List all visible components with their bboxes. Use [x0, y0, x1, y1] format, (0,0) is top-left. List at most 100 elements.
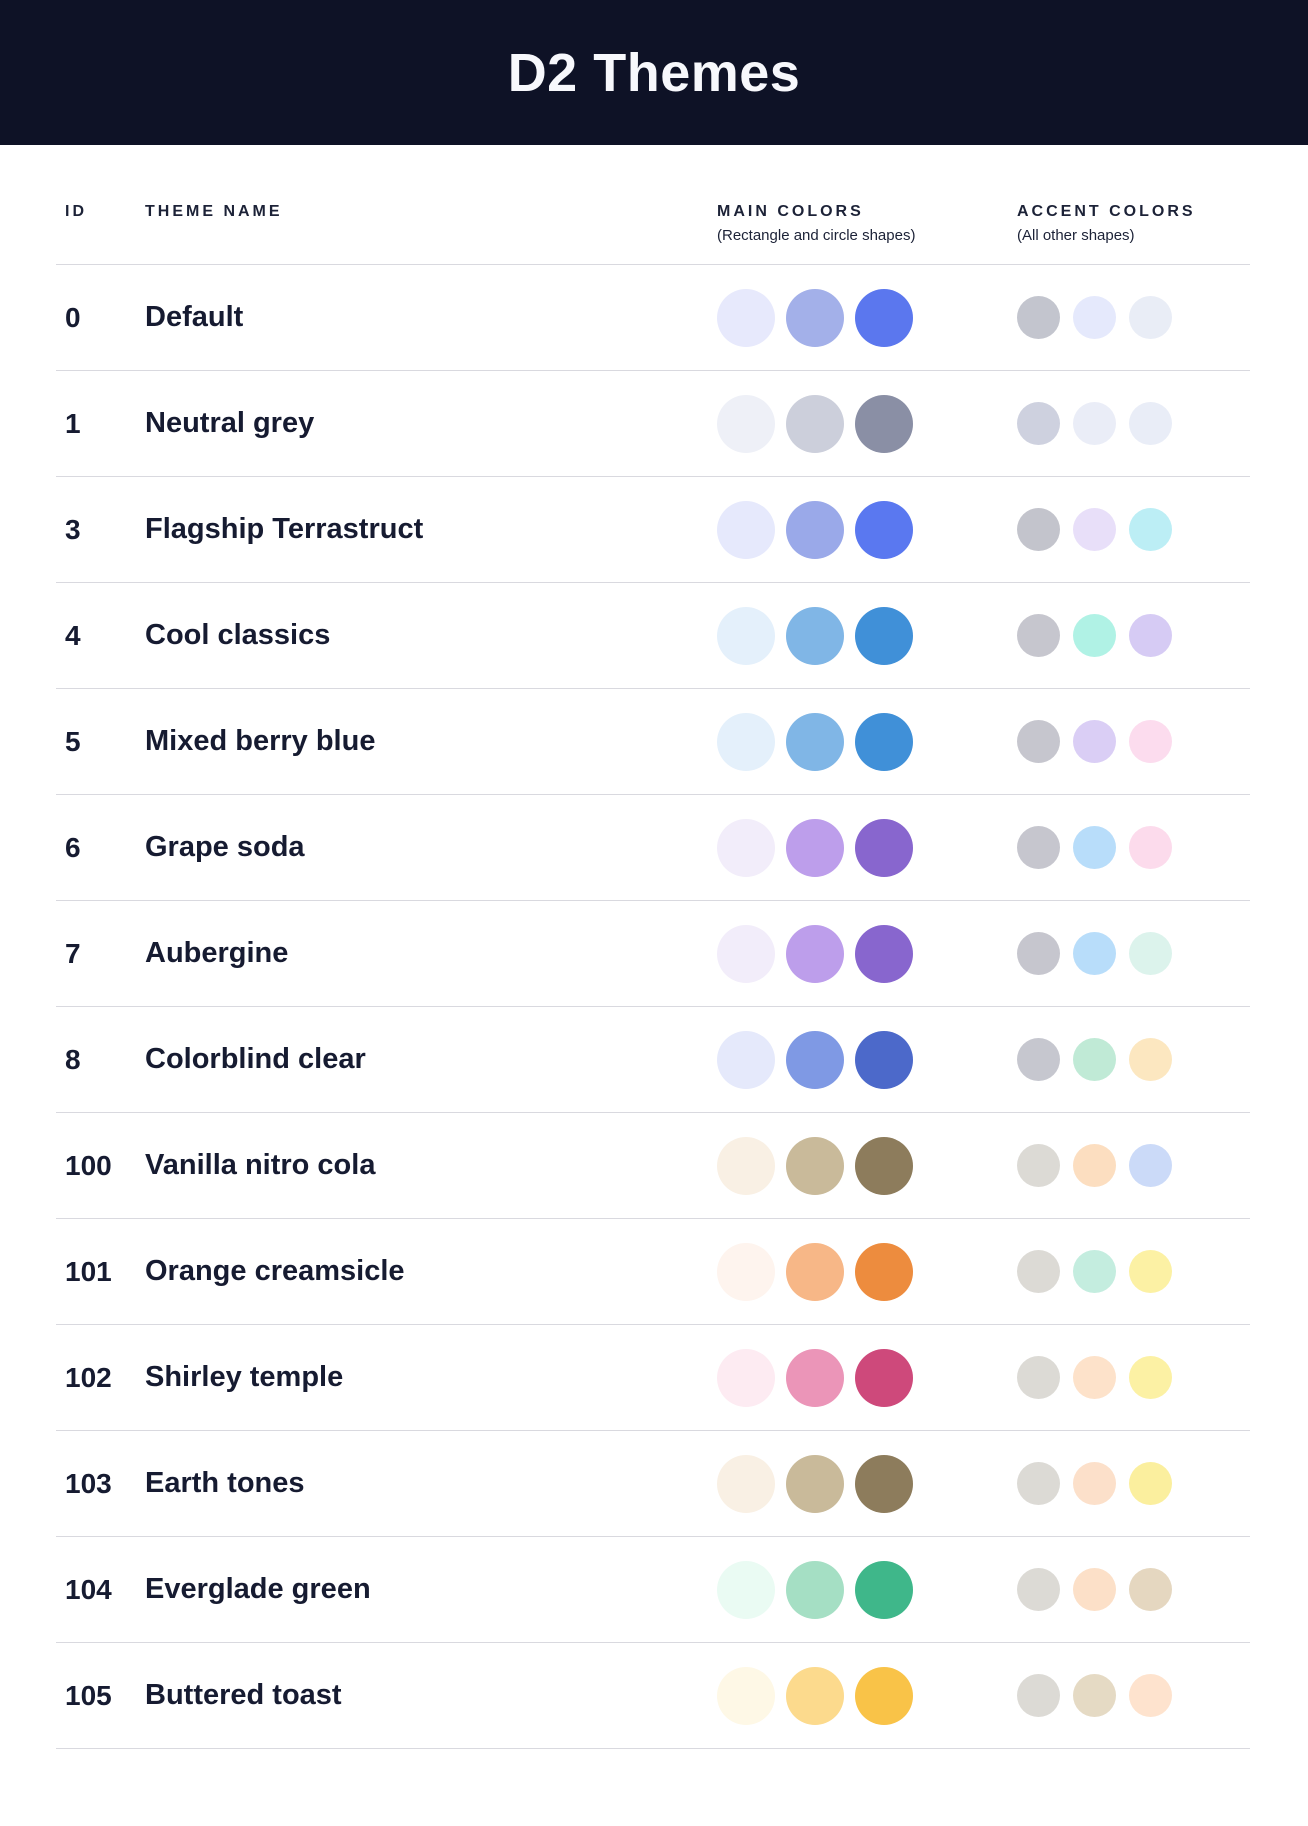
main-color-swatches — [717, 1348, 1017, 1407]
main-color-swatch — [786, 1454, 844, 1513]
main-color-swatch — [786, 606, 844, 665]
accent-color-swatches — [1017, 1568, 1250, 1611]
table-column-headers: ID THEME NAME MAIN COLORS (Rectangle and… — [56, 145, 1250, 265]
accent-color-swatch — [1129, 1674, 1172, 1717]
accent-color-swatch — [1073, 614, 1116, 657]
accent-color-swatch — [1017, 1250, 1060, 1293]
accent-color-swatch — [1129, 1462, 1172, 1505]
main-color-swatch — [717, 818, 775, 877]
main-color-swatches — [717, 712, 1017, 771]
main-color-swatches — [717, 394, 1017, 453]
accent-color-swatch — [1017, 1674, 1060, 1717]
main-color-swatch — [855, 712, 913, 771]
theme-name: Shirley temple — [145, 1361, 344, 1393]
table-row: 6 Grape soda — [56, 795, 1250, 901]
theme-name: Default — [145, 301, 244, 333]
accent-color-swatches — [1017, 1250, 1250, 1293]
accent-color-swatch — [1017, 614, 1060, 657]
table-row: 100 Vanilla nitro cola — [56, 1113, 1250, 1219]
main-color-swatch — [855, 924, 913, 983]
theme-name: Buttered toast — [145, 1679, 342, 1711]
accent-color-swatch — [1017, 1356, 1060, 1399]
column-subheader-accent-colors: (All other shapes) — [1017, 227, 1135, 244]
main-color-swatch — [786, 500, 844, 559]
accent-color-swatches — [1017, 720, 1250, 763]
theme-name: Cool classics — [145, 619, 331, 651]
main-color-swatch — [786, 1136, 844, 1195]
main-color-swatch — [717, 1454, 775, 1513]
accent-color-swatch — [1129, 614, 1172, 657]
theme-name: Aubergine — [145, 937, 289, 969]
accent-color-swatch — [1073, 1144, 1116, 1187]
theme-id: 100 — [65, 1149, 112, 1181]
main-color-swatch — [717, 1242, 775, 1301]
table-row: 104 Everglade green — [56, 1537, 1250, 1643]
accent-color-swatch — [1073, 720, 1116, 763]
accent-color-swatch — [1073, 1674, 1116, 1717]
theme-id: 104 — [65, 1573, 112, 1605]
accent-color-swatches — [1017, 1356, 1250, 1399]
theme-id: 8 — [65, 1043, 81, 1075]
accent-color-swatch — [1129, 932, 1172, 975]
main-color-swatch — [786, 1030, 844, 1089]
main-color-swatch — [855, 500, 913, 559]
theme-id: 105 — [65, 1679, 112, 1711]
main-color-swatch — [786, 712, 844, 771]
accent-color-swatch — [1129, 1250, 1172, 1293]
themes-table: ID THEME NAME MAIN COLORS (Rectangle and… — [56, 145, 1250, 1749]
theme-name: Vanilla nitro cola — [145, 1149, 376, 1181]
accent-color-swatch — [1073, 932, 1116, 975]
accent-color-swatch — [1017, 508, 1060, 551]
main-color-swatch — [717, 1666, 775, 1725]
main-color-swatch — [717, 1348, 775, 1407]
main-color-swatch — [855, 1242, 913, 1301]
column-subheader-main-colors: (Rectangle and circle shapes) — [717, 227, 916, 244]
accent-color-swatch — [1017, 296, 1060, 339]
theme-name: Everglade green — [145, 1573, 371, 1605]
accent-color-swatch — [1073, 1568, 1116, 1611]
table-row: 103 Earth tones — [56, 1431, 1250, 1537]
accent-color-swatch — [1017, 1038, 1060, 1081]
accent-color-swatches — [1017, 1462, 1250, 1505]
accent-color-swatch — [1073, 296, 1116, 339]
main-color-swatches — [717, 500, 1017, 559]
main-color-swatches — [717, 1242, 1017, 1301]
table-row: 5 Mixed berry blue — [56, 689, 1250, 795]
accent-color-swatch — [1017, 1144, 1060, 1187]
theme-name: Earth tones — [145, 1467, 305, 1499]
main-color-swatch — [855, 394, 913, 453]
accent-color-swatch — [1073, 1038, 1116, 1081]
main-color-swatch — [717, 1560, 775, 1619]
main-color-swatch — [855, 606, 913, 665]
table-row: 101 Orange creamsicle — [56, 1219, 1250, 1325]
main-color-swatch — [786, 1242, 844, 1301]
main-color-swatches — [717, 1560, 1017, 1619]
accent-color-swatches — [1017, 296, 1250, 339]
column-header-theme-name: THEME NAME — [145, 203, 283, 220]
accent-color-swatch — [1017, 1462, 1060, 1505]
main-color-swatch — [717, 288, 775, 347]
accent-color-swatch — [1073, 1250, 1116, 1293]
main-color-swatch — [855, 1454, 913, 1513]
main-color-swatches — [717, 1666, 1017, 1725]
accent-color-swatches — [1017, 508, 1250, 551]
main-color-swatch — [717, 924, 775, 983]
theme-id: 6 — [65, 831, 81, 863]
column-header-accent-colors-group: ACCENT COLORS (All other shapes) — [1017, 203, 1250, 244]
accent-color-swatch — [1129, 402, 1172, 445]
accent-color-swatch — [1129, 1038, 1172, 1081]
accent-color-swatches — [1017, 1038, 1250, 1081]
column-header-accent-colors: ACCENT COLORS — [1017, 203, 1196, 220]
accent-color-swatch — [1073, 508, 1116, 551]
main-color-swatches — [717, 924, 1017, 983]
main-color-swatch — [855, 818, 913, 877]
main-color-swatch — [786, 1666, 844, 1725]
theme-name: Neutral grey — [145, 407, 315, 439]
column-header-main-colors-group: MAIN COLORS (Rectangle and circle shapes… — [717, 203, 1017, 244]
main-color-swatches — [717, 1136, 1017, 1195]
theme-id: 0 — [65, 301, 81, 333]
theme-name: Flagship Terrastruct — [145, 513, 424, 545]
table-row: 7 Aubergine — [56, 901, 1250, 1007]
main-color-swatches — [717, 818, 1017, 877]
table-row: 8 Colorblind clear — [56, 1007, 1250, 1113]
